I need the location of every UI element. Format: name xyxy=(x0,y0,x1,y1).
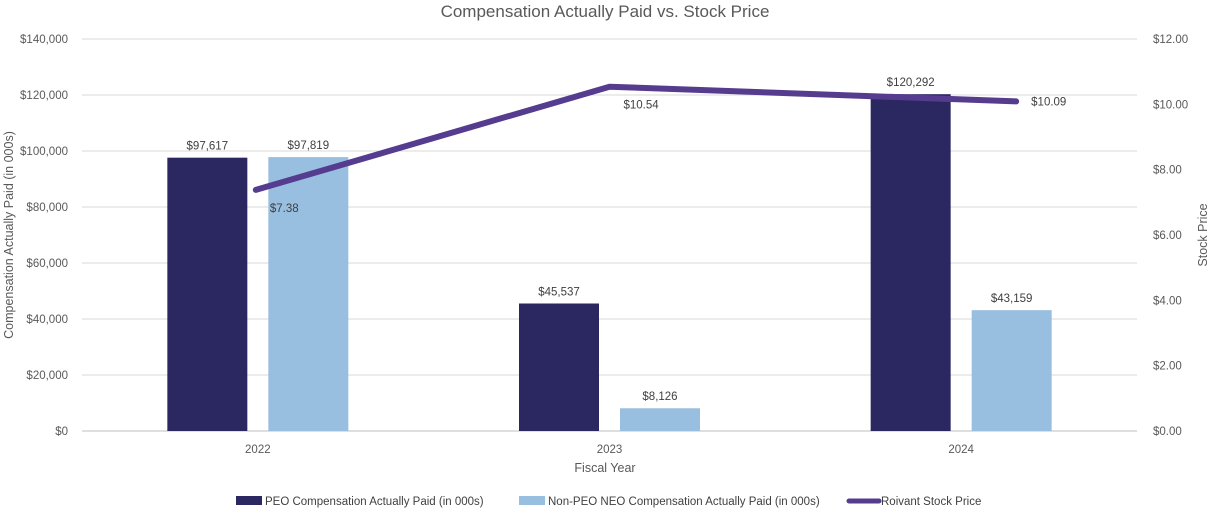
data-labels: $97,617 $45,537 $120,292 $97,819 $8,126 $43,1… xyxy=(187,77,1067,403)
bar-data-label: $97,617 xyxy=(187,141,229,153)
x-axis: 2022 2023 2024 xyxy=(245,444,975,456)
bar-non-peo xyxy=(620,408,700,431)
y-tick-label: $80,000 xyxy=(26,202,68,214)
bar-non-peo xyxy=(268,157,349,431)
bar-non-peo xyxy=(971,310,1052,431)
legend-swatch xyxy=(236,496,262,505)
y2-tick-label: $2.00 xyxy=(1153,361,1182,373)
bar-data-label: $8,126 xyxy=(642,391,677,403)
y-tick-label: $60,000 xyxy=(26,258,68,270)
legend-label: Roivant Stock Price xyxy=(881,496,981,508)
y2-tick-label: $10.00 xyxy=(1153,99,1188,111)
bar-peo xyxy=(167,157,248,431)
bar-data-label: $120,292 xyxy=(887,77,935,89)
stock-price-line xyxy=(252,83,1020,193)
legend-label: Non-PEO NEO Compensation Actually Paid (… xyxy=(548,496,820,508)
y2-tick-label: $4.00 xyxy=(1153,295,1182,307)
line-data-label: $10.09 xyxy=(1031,96,1066,108)
y2-tick-label: $0.00 xyxy=(1153,426,1182,438)
y-axis-left: $0 $20,000 $40,000 $60,000 $80,000 $100,000 $1… xyxy=(20,34,68,438)
y-tick-label: $120,000 xyxy=(20,90,68,102)
line-data-label: $10.54 xyxy=(624,100,660,112)
x-axis-title: Fiscal Year xyxy=(574,461,635,475)
x-tick-label: 2022 xyxy=(245,444,271,456)
bar-data-label: $97,819 xyxy=(288,140,330,152)
bar-data-label: $43,159 xyxy=(991,293,1033,305)
stock-price-line-path xyxy=(252,83,1020,193)
chart-title: Compensation Actually Paid vs. Stock Pri… xyxy=(441,2,770,21)
x-tick-label: 2023 xyxy=(597,444,623,456)
bar-peo xyxy=(870,94,951,431)
legend-swatch xyxy=(519,496,545,505)
bars xyxy=(167,94,1052,431)
y2-axis-title: Stock Price xyxy=(1196,203,1210,266)
gridlines xyxy=(82,38,1137,432)
bar-data-label: $45,537 xyxy=(538,286,580,298)
y-tick-label: $140,000 xyxy=(20,34,68,46)
y-tick-label: $0 xyxy=(55,426,68,438)
legend: PEO Compensation Actually Paid (in 000s)… xyxy=(236,496,981,508)
bar-peo xyxy=(519,303,599,431)
line-data-label: $7.38 xyxy=(270,203,299,215)
y-axis-right: $0.00 $2.00 $4.00 $6.00 $8.00 $10.00 $12.00 xyxy=(1153,34,1188,438)
y-axis-title: Compensation Actually Paid (in 000s) xyxy=(2,131,16,339)
x-tick-label: 2024 xyxy=(948,444,974,456)
legend-label: PEO Compensation Actually Paid (in 000s) xyxy=(265,496,484,508)
y-tick-label: $100,000 xyxy=(20,146,68,158)
y-tick-label: $40,000 xyxy=(26,314,68,326)
y-tick-label: $20,000 xyxy=(26,370,68,382)
y2-tick-label: $6.00 xyxy=(1153,230,1182,242)
y2-tick-label: $12.00 xyxy=(1153,34,1188,46)
y2-tick-label: $8.00 xyxy=(1153,165,1182,177)
